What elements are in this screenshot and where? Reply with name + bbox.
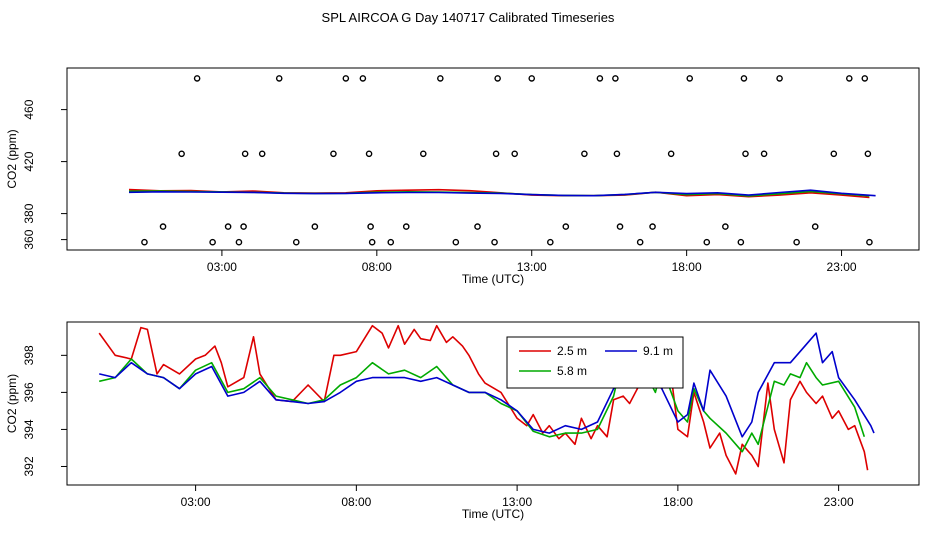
chart-title: SPL AIRCOA G Day 140717 Calibrated Times…	[322, 10, 615, 25]
flag-point	[241, 150, 249, 158]
flag-point	[342, 75, 350, 82]
flag-point	[193, 75, 201, 82]
x-tick-label: 03:00	[181, 495, 211, 509]
flag-point	[224, 223, 232, 230]
legend-box	[506, 336, 684, 389]
y-axis-label: CO2 (ppm)	[5, 374, 19, 433]
flag-point	[367, 223, 374, 230]
flag-point	[581, 150, 588, 158]
flag-point	[793, 238, 800, 246]
series-line-9-1-m	[99, 332, 875, 438]
flag-point	[613, 150, 621, 158]
legend-label: 5.8 m	[557, 364, 587, 378]
flag-point	[178, 150, 185, 158]
flag-point	[491, 238, 498, 246]
series-line-5-8-m	[99, 354, 866, 453]
y-tick-label: 460	[22, 99, 36, 119]
x-tick-label: 23:00	[824, 495, 854, 509]
flag-point	[866, 238, 873, 246]
flag-point	[240, 223, 247, 230]
x-tick-label: 13:00	[517, 260, 547, 274]
flag-point	[235, 238, 243, 246]
y-tick-label: 360	[22, 229, 36, 249]
flag-point	[419, 150, 427, 158]
flag-point	[492, 150, 500, 158]
x-tick-label: 08:00	[341, 495, 371, 509]
flag-point	[845, 75, 853, 82]
flag-point	[811, 223, 819, 230]
flag-point	[474, 223, 481, 230]
flag-point	[437, 75, 444, 82]
flag-point	[547, 238, 554, 246]
flag-point	[686, 75, 694, 82]
flag-point	[258, 150, 266, 158]
flag-point	[387, 238, 395, 246]
flag-point	[365, 150, 373, 158]
flag-point	[159, 223, 167, 230]
legend-label: 2.5 m	[557, 344, 587, 358]
flag-point	[722, 223, 729, 230]
flag-point	[616, 223, 624, 230]
y-axis-label: CO2 (ppm)	[5, 129, 19, 188]
series-line-2-5-m	[98, 324, 869, 475]
flag-point	[830, 150, 838, 158]
flag-point	[737, 238, 745, 246]
flag-point	[209, 238, 216, 246]
flag-point	[368, 238, 376, 246]
flag-point	[649, 223, 656, 230]
flag-point	[760, 150, 768, 158]
flag-point	[359, 75, 367, 82]
flag-point	[292, 238, 300, 246]
x-axis-label: Time (UTC)	[462, 272, 524, 286]
flag-point	[562, 223, 570, 230]
flag-point	[742, 150, 749, 158]
y-tick-label: 392	[22, 456, 36, 476]
flag-point	[612, 75, 619, 82]
flag-point	[776, 75, 783, 82]
top-panel: 03:00 08:00 13:00 18:00 23:00 360 380 420 460 Tim…	[5, 67, 920, 286]
flag-point	[861, 75, 869, 82]
flag-point	[864, 150, 872, 158]
y-tick-label: 398	[22, 345, 36, 365]
flag-point	[667, 150, 675, 158]
flag-point	[494, 75, 501, 82]
flag-point	[452, 238, 460, 246]
y-tick-label: 394	[22, 419, 36, 439]
flag-point	[703, 238, 711, 246]
x-axis-label: Time (UTC)	[462, 507, 524, 521]
x-tick-label: 08:00	[362, 260, 392, 274]
x-tick-label: 03:00	[207, 260, 237, 274]
flag-point	[596, 75, 604, 82]
x-tick-label: 18:00	[663, 495, 693, 509]
x-tick-label: 23:00	[827, 260, 857, 274]
flag-point	[311, 223, 319, 230]
flag-point	[330, 150, 337, 158]
y-tick-label: 396	[22, 382, 36, 402]
flag-point	[402, 223, 410, 230]
flag-point	[511, 150, 518, 158]
bottom-panel: 03:00 08:00 13:00 18:00 23:00 392 394 396 398 Tim…	[5, 321, 920, 521]
x-tick-label: 13:00	[502, 495, 532, 509]
flag-point	[528, 75, 536, 82]
y-tick-label: 420	[22, 151, 36, 171]
plot-frame	[66, 67, 920, 251]
flag-point	[740, 75, 748, 82]
x-tick-label: 18:00	[672, 260, 702, 274]
flag-point	[141, 238, 148, 246]
y-tick-label: 380	[22, 203, 36, 223]
legend-label: 9.1 m	[643, 344, 673, 358]
plot-frame	[66, 321, 920, 486]
flag-point	[636, 238, 644, 246]
series-line-9-1-m	[128, 189, 876, 197]
flag-point	[275, 75, 283, 82]
